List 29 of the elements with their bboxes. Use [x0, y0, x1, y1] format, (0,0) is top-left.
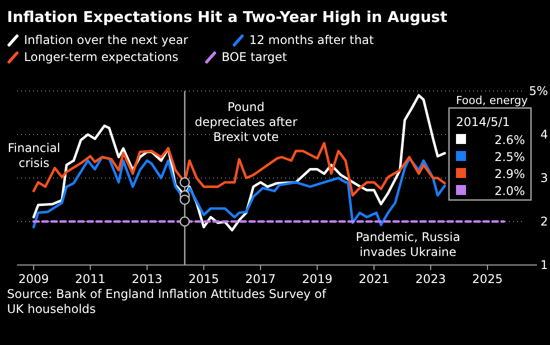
legend-label: Inflation over the next year [24, 33, 188, 47]
legend-label: BOE target [222, 50, 288, 64]
annotation: 2.5% [494, 150, 525, 164]
legend-label: Longer-term expectations [24, 50, 178, 64]
annotation: Pandemic, Russia invades Ukraine [356, 230, 460, 259]
y-tick-label: 2 [540, 214, 548, 229]
annotation: Food, energy [456, 94, 528, 107]
y-tick-label: 1 [540, 258, 548, 272]
x-tick-label: 2021 [358, 272, 390, 286]
annotation: Pound depreciates after Brexit vote [194, 100, 298, 144]
x-tick-label: 2025 [472, 272, 503, 286]
source-note: Source: Bank of England Inflation Attitudes Survey of UK households [7, 287, 327, 316]
y-tick-label: 4 [540, 128, 548, 142]
annotation: 2.9% [494, 167, 525, 181]
y-tick-label: 5% [528, 84, 548, 98]
x-tick-label: 2023 [415, 272, 446, 286]
x-tick-label: 2019 [302, 272, 332, 286]
legend-label: 12 months after that [249, 33, 374, 47]
chart-title: Inflation Expectations Hit a Two-Year High in August [7, 8, 448, 26]
x-tick-label: 2017 [245, 272, 276, 286]
x-tick-label: 2015 [188, 272, 220, 286]
y-tick-label: 3 [540, 171, 548, 186]
annotation: 2.0% [494, 184, 525, 198]
annotation: 2014/5/1 [456, 115, 510, 129]
x-tick-label: 2009 [18, 272, 49, 286]
annotation: 2.6% [494, 133, 525, 147]
annotation: Financial crisis [8, 141, 60, 170]
x-tick-label: 2013 [132, 272, 162, 286]
x-tick-label: 2011 [75, 272, 106, 286]
